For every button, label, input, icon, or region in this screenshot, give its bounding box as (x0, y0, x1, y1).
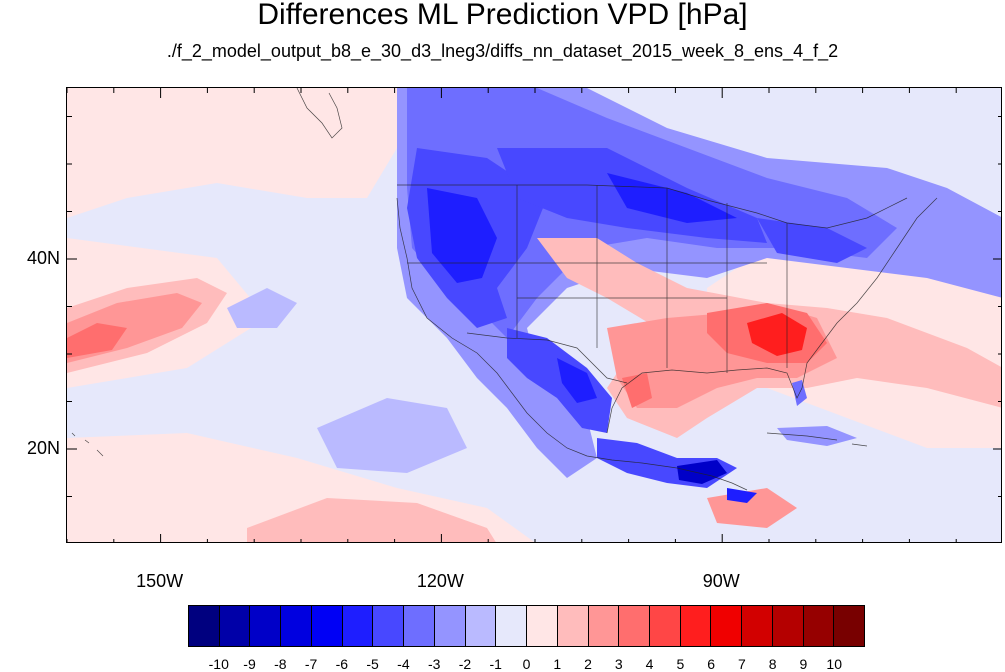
colorbar-swatch (342, 606, 374, 646)
colorbar-swatch (281, 606, 312, 646)
colorbar-swatch (496, 606, 528, 646)
colorbar-tick-label: -6 (335, 656, 349, 672)
colorbar-tick-label: 1 (553, 656, 562, 672)
colorbar-tick-label: -7 (304, 656, 318, 672)
colorbar (188, 605, 865, 647)
georgia-positive-core (747, 313, 807, 356)
x-tick-label: 90W (702, 571, 740, 591)
colorbar-swatch (434, 606, 466, 646)
colorbar-tick-label: 8 (768, 656, 777, 672)
colorbar-swatch (404, 606, 435, 646)
colorbar-swatch (772, 606, 804, 646)
mexico-core (557, 358, 597, 403)
colorbar-swatch (742, 606, 773, 646)
colorbar-swatch (527, 606, 558, 646)
colorbar-swatch (834, 606, 865, 646)
colorbar-swatch (219, 606, 251, 646)
colorbar-tick-label: 7 (738, 656, 746, 672)
colorbar-tick-label: -2 (458, 656, 472, 672)
caribbean-islands (766, 432, 868, 447)
colorbar-tick-label: 6 (707, 656, 716, 672)
northern-plains-core (607, 173, 737, 223)
colorbar-swatch (619, 606, 651, 646)
colorbar-tick-label: 0 (522, 656, 531, 672)
pacific-blue-patch (227, 288, 297, 328)
colorbar-tick-label: 9 (799, 656, 808, 672)
mexico-negative (507, 328, 612, 433)
colorbar-swatch (803, 606, 835, 646)
great-lakes-negative (757, 218, 867, 263)
hawaii-islands (71, 432, 104, 457)
map-plot-area (66, 87, 1002, 543)
us-canada-border (397, 184, 908, 229)
tropical-red-band (247, 498, 496, 542)
us-mexico-border (466, 332, 628, 384)
y-tick-label: 20N (26, 438, 60, 458)
colorbar-swatch (680, 606, 712, 646)
colorbar-swatch (189, 606, 220, 646)
alaska-coast (296, 88, 343, 139)
colorbar-swatch (373, 606, 405, 646)
x-tick-label: 120W (416, 571, 464, 591)
chart-title: Differences ML Prediction VPD [hPa] (257, 0, 748, 31)
central-america-negative (727, 488, 757, 503)
colorbar-tick-label: 3 (614, 656, 623, 672)
gulf-coastline (606, 197, 938, 434)
colorbar-tick-label: -1 (489, 656, 502, 672)
west-coastline (396, 197, 748, 491)
coastlines-and-borders (71, 88, 938, 491)
y-tick-label: 40N (26, 248, 60, 268)
great-basin-core (427, 188, 497, 283)
caribbean-negative (777, 426, 857, 446)
colorbar-tick-label: 10 (826, 656, 843, 672)
colorbar-swatch (711, 606, 743, 646)
colorbar-swatch (650, 606, 681, 646)
x-tick-label: 150W (136, 571, 184, 591)
colorbar-tick-label: 2 (584, 656, 592, 672)
colorbar-swatch (557, 606, 589, 646)
colorbar-swatch (588, 606, 620, 646)
vpd-difference-map (67, 88, 1001, 542)
colorbar-tick-label: 5 (676, 656, 685, 672)
colorbar-tick-label: -4 (397, 656, 410, 672)
colorbar-tick-label: -9 (243, 656, 256, 672)
colorbar-swatch (465, 606, 497, 646)
colorbar-tick-label: -3 (427, 656, 441, 672)
chart-subtitle: ./f_2_model_output_b8_e_30_d3_lneg3/diff… (166, 41, 839, 61)
colorbar-swatch (311, 606, 343, 646)
eastern-pacific-negative (317, 398, 467, 473)
pacific-red-core (67, 323, 127, 358)
southern-mexico-core (677, 460, 727, 484)
colorbar-swatch (250, 606, 282, 646)
gulf-coast-positive (622, 373, 652, 408)
colorbar-tick-label: -5 (366, 656, 379, 672)
pacific-north-positive (67, 88, 397, 218)
colorbar-tick-label: -8 (274, 656, 287, 672)
colorbar-tick-label: -10 (208, 656, 229, 672)
colorbar-tick-label: 4 (645, 656, 654, 672)
anomaly-field (67, 88, 1001, 542)
